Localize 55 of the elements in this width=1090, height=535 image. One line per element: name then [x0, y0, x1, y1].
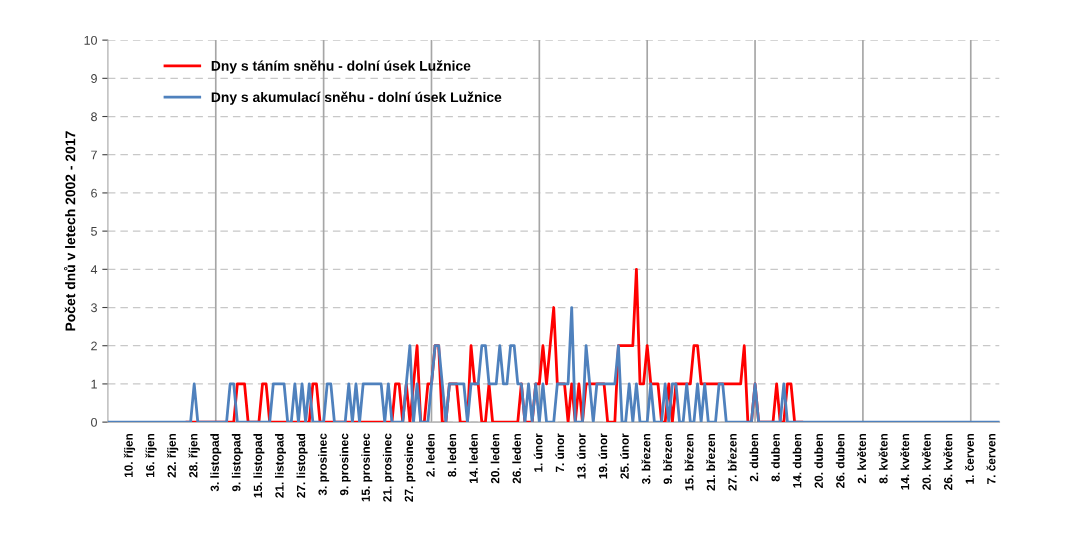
- x-tick-label: 21. prosinec: [382, 433, 394, 502]
- x-tick-label: 8. květen: [878, 433, 888, 484]
- x-tick-label: 14. leden: [469, 433, 478, 483]
- y-axis-title: Počet dnů v letech 2002 - 2017: [64, 131, 76, 331]
- x-tick-label: 27. listopad: [296, 434, 308, 498]
- y-tick-label: 2: [91, 341, 97, 351]
- x-tick-label: 15. listopad: [253, 434, 265, 498]
- y-tick-label: 10: [84, 35, 98, 45]
- x-tick-label: 3. březen: [641, 433, 651, 485]
- y-tick-label: 8: [91, 112, 97, 122]
- x-tick-label: 1. červen: [965, 433, 974, 484]
- y-tick-label: 0: [91, 417, 98, 427]
- y-tick-label: 7: [91, 150, 97, 160]
- x-tick-label: 10. říjen: [123, 433, 136, 478]
- x-tick-label: 22. říjen: [166, 433, 179, 478]
- x-tick-label: 15. březen: [684, 433, 694, 491]
- x-tick-label: 16. říjen: [145, 433, 157, 478]
- x-tick-label: 9. prosinec: [339, 433, 351, 496]
- x-tick-label: 1. únor: [533, 433, 543, 472]
- x-tick-label: 21. listopad: [274, 434, 286, 498]
- x-tick-label: 9. březen: [663, 433, 672, 484]
- x-tick-label: 3. listopad: [210, 434, 222, 492]
- y-tick-label: 3: [91, 303, 97, 313]
- x-tick-label: 2. duben: [749, 433, 759, 482]
- x-tick-label: 15. prosinec: [361, 433, 373, 502]
- x-tick-label: 21. březen: [706, 433, 716, 491]
- x-tick-label: 27. prosinec: [404, 433, 416, 502]
- x-tick-label: 20. květen: [921, 433, 931, 490]
- x-tick-label: 2. leden: [425, 433, 435, 477]
- x-tick-label: 25. únor: [620, 433, 629, 479]
- x-tick-label: 26. květen: [943, 433, 953, 490]
- x-tick-label: 8. leden: [447, 433, 457, 477]
- x-tick-label: 3. prosinec: [318, 433, 330, 496]
- x-tick-label: 26. leden: [512, 433, 521, 484]
- x-tick-label: 14. květen: [900, 433, 910, 490]
- legend-label: Dny s akumulací sněhu - dolní úsek Lužnice: [211, 91, 502, 105]
- x-tick-label: 9. listopad: [231, 434, 243, 492]
- legend-label: Dny s táním sněhu - dolní úsek Lužnice: [211, 60, 471, 74]
- x-tick-label: 7. únor: [555, 433, 565, 473]
- x-tick-label: 7. červen: [986, 433, 996, 484]
- x-tick-label: 8. duben: [771, 433, 780, 482]
- x-tick-label: 13. únor: [576, 433, 586, 479]
- y-tick-label: 6: [91, 188, 97, 198]
- y-tick-label: 4: [90, 265, 98, 274]
- x-tick-label: 20. leden: [490, 433, 500, 484]
- y-tick-label: 9: [91, 74, 97, 83]
- x-tick-label: 14. duben: [792, 433, 802, 488]
- y-tick-label: 1: [91, 379, 97, 389]
- y-tick-label: 5: [91, 227, 97, 236]
- x-tick-label: 20. duben: [814, 433, 823, 488]
- x-tick-label: 19. únor: [598, 433, 608, 479]
- x-tick-label: 28. říjen: [188, 433, 200, 478]
- x-tick-label: 26. duben: [835, 433, 845, 488]
- x-tick-label: 27. březen: [727, 433, 737, 491]
- x-tick-label: 2. květen: [857, 433, 867, 484]
